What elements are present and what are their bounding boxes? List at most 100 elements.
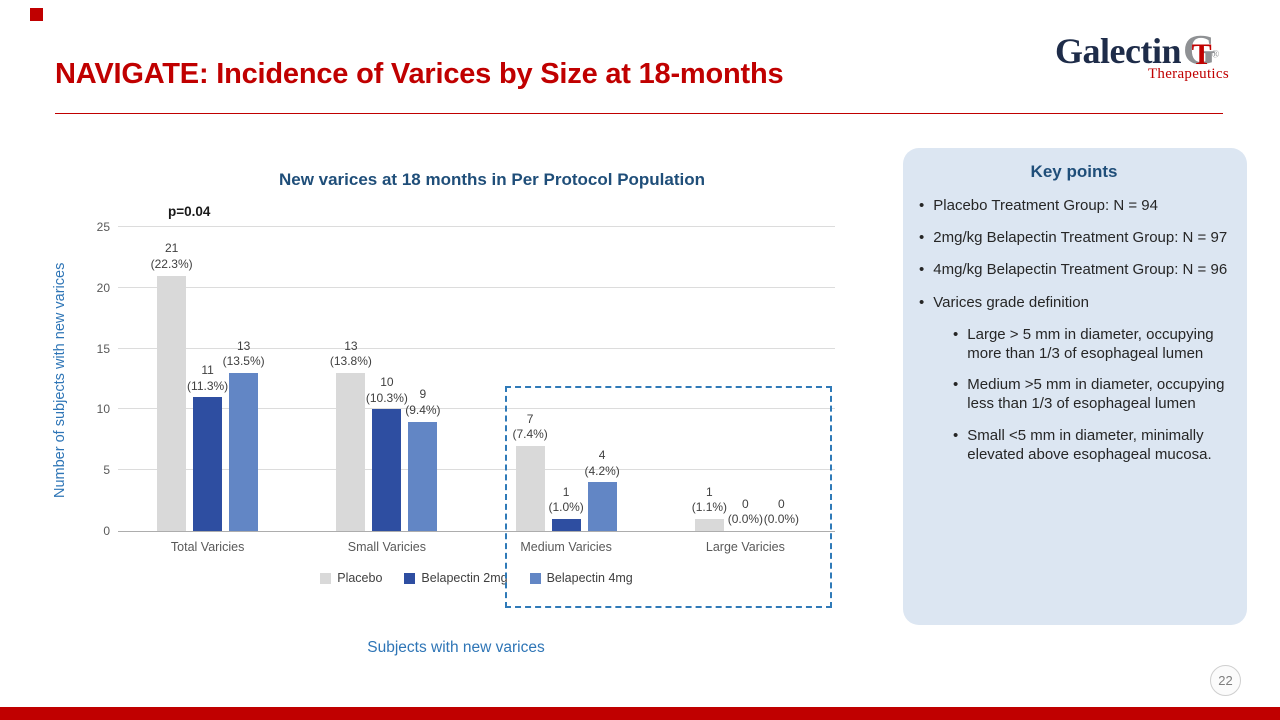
bar-percent: (0.0%): [727, 512, 764, 527]
bar-label: 11 (11.3%): [187, 363, 228, 394]
bar-label: 9 (9.4%): [405, 387, 440, 418]
chart-title: New varices at 18 months in Per Protocol…: [278, 170, 706, 189]
bar-label: 1 (1.1%): [692, 485, 727, 516]
bar-value: 4: [598, 448, 606, 463]
chart-caption: Subjects with new varices: [367, 639, 545, 656]
bar: 13 (13.8%): [330, 339, 372, 531]
bar: 4 (4.2%): [584, 448, 620, 531]
bar-value: 0: [742, 496, 749, 511]
logo-wordmark: Galectin: [1055, 31, 1181, 71]
legend-swatch: [529, 572, 541, 584]
y-axis-label: Number of subjects with new varices: [52, 262, 68, 498]
x-axis-category-labels: Total Varicies Small Varicies Medium Varic…: [118, 540, 835, 554]
key-point-item: • Placebo Treatment Group: N = 94: [919, 196, 1229, 215]
bar-label: 13 (13.8%): [330, 339, 372, 370]
bar-group: 21 (22.3%) 11 (11.3%) 13 (13.5%): [118, 241, 297, 531]
registered-mark-icon: ®: [1211, 49, 1220, 61]
bar-percent: (0.0%): [763, 512, 800, 527]
key-points-list: • Placebo Treatment Group: N = 94 • 2mg/kg …: [919, 196, 1229, 464]
highlight-box: [505, 386, 832, 608]
legend-label: Placebo: [337, 571, 383, 585]
gridline: [118, 408, 835, 410]
key-points-title: Key points: [1030, 162, 1118, 181]
x-category-label: Total Varicies: [170, 540, 245, 554]
bar: 9 (9.4%): [405, 387, 441, 531]
gridline: [118, 286, 835, 288]
legend-swatch: [320, 572, 332, 584]
bar-percent: (22.3%): [150, 257, 193, 272]
bar-label: 7 (7.4%): [512, 412, 547, 443]
key-point-text: Varices grade definition: [933, 293, 1089, 311]
y-tick-label: 5: [103, 463, 110, 478]
y-tick-label: 0: [103, 524, 110, 538]
bottom-accent-bar: [0, 707, 1280, 720]
bar-label: 4 (4.2%): [584, 448, 619, 479]
bar-value: 1: [706, 484, 713, 499]
bullet-icon: •: [919, 261, 925, 279]
x-category-label: Large Varicies: [705, 540, 785, 554]
bar-group: 7 (7.4%) 1 (1.0%) 4 (4.2%): [477, 412, 656, 531]
gridline: [118, 347, 835, 349]
bar: 10 (10.3%): [366, 375, 408, 531]
bar-percent: (1.0%): [548, 500, 584, 515]
bar-label: 0 (0.0%): [728, 497, 763, 528]
logo-row: Galectin GT®: [1055, 30, 1255, 72]
bar-label: 1 (1.0%): [548, 485, 583, 516]
chart-legend: Placebo Belapectin 2mg Belapectin 4mg: [118, 571, 835, 585]
bullet-icon: •: [953, 426, 959, 444]
legend-label: Belapectin 2mg: [421, 571, 508, 585]
key-point-text: Medium >5 mm in diameter, occupying less…: [967, 376, 1225, 413]
bullet-icon: •: [919, 293, 925, 311]
bar-value: 21: [164, 241, 179, 256]
plot-area: 0 5 10 15 20 25 21 (22.3%) 11 (11.3%) 13 (13.5%) 13(…: [97, 220, 835, 538]
key-point-item: • Large > 5 mm in diameter, occupying mor…: [953, 325, 1229, 363]
bar: 1 (1.0%): [548, 485, 584, 531]
page-number: 22: [1218, 673, 1233, 688]
bullet-icon: •: [953, 325, 959, 343]
logo-t-letter: T: [1191, 38, 1212, 71]
legend-item: Belapectin 2mg: [404, 571, 508, 585]
legend-label: Belapectin 4mg: [546, 571, 633, 585]
logo-g-letter: G: [1182, 28, 1216, 74]
bar-value: 13: [236, 338, 251, 353]
key-point-item: • 2mg/kg Belapectin Treatment Group: N = …: [919, 228, 1229, 247]
bar-value: 11: [201, 363, 214, 378]
y-tick-label: 10: [96, 402, 110, 417]
bar-percent: (13.8%): [329, 354, 372, 369]
key-point-item: • Varices grade definition: [919, 293, 1229, 312]
bar-value: 1: [562, 484, 570, 499]
bar: 7 (7.4%): [512, 412, 548, 531]
bar-group: 1 (1.1%) 0 (0.0%) 0 (0.0%): [656, 485, 835, 531]
bar-label: 13 (13.5%): [223, 339, 265, 370]
gridline: [118, 226, 835, 227]
bar-label: 0 (0.0%): [764, 497, 799, 528]
x-category-label: Small Varicies: [347, 540, 426, 554]
bar-percent: (11.3%): [187, 378, 229, 393]
bar-label: 21 (22.3%): [151, 241, 193, 272]
key-point-item: • 4mg/kg Belapectin Treatment Group: N = …: [919, 260, 1229, 279]
bar-value: 13: [344, 338, 358, 353]
gridline: [118, 469, 835, 471]
bullet-icon: •: [953, 376, 959, 394]
bar-value: 9: [419, 387, 427, 402]
bar: 11 (11.3%): [187, 363, 228, 531]
bar-groups: 21 (22.3%) 11 (11.3%) 13 (13.5%) 13 (13.8%) 10 (1…: [118, 228, 835, 531]
galectin-logo: Galectin GT® Therapeutics: [1055, 30, 1255, 83]
page-number-badge: 22: [1210, 665, 1241, 696]
y-tick-label: 15: [96, 341, 110, 356]
title-divider: [55, 113, 1223, 114]
key-point-text: Small <5 mm in diameter, minimally eleva…: [967, 426, 1212, 463]
bullet-icon: •: [919, 197, 925, 214]
page-title: NAVIGATE: Incidence of Varices by Size a…: [55, 58, 784, 90]
legend-swatch: [404, 572, 416, 584]
bar-group: 13 (13.8%) 10 (10.3%) 9 (9.4%): [297, 339, 476, 531]
key-points-panel: Key points • Placebo Treatment Group: N =…: [903, 148, 1247, 625]
top-left-accent-square: [30, 8, 43, 21]
bar-percent: (1.1%): [691, 500, 728, 515]
bullet-icon: •: [919, 229, 925, 247]
bar-value: 0: [778, 496, 785, 511]
logo-gt-monogram-icon: GT®: [1183, 30, 1219, 72]
bar: 21 (22.3%): [151, 241, 193, 531]
bar-percent: (9.4%): [405, 402, 441, 417]
bar-label: 10 (10.3%): [366, 375, 408, 406]
